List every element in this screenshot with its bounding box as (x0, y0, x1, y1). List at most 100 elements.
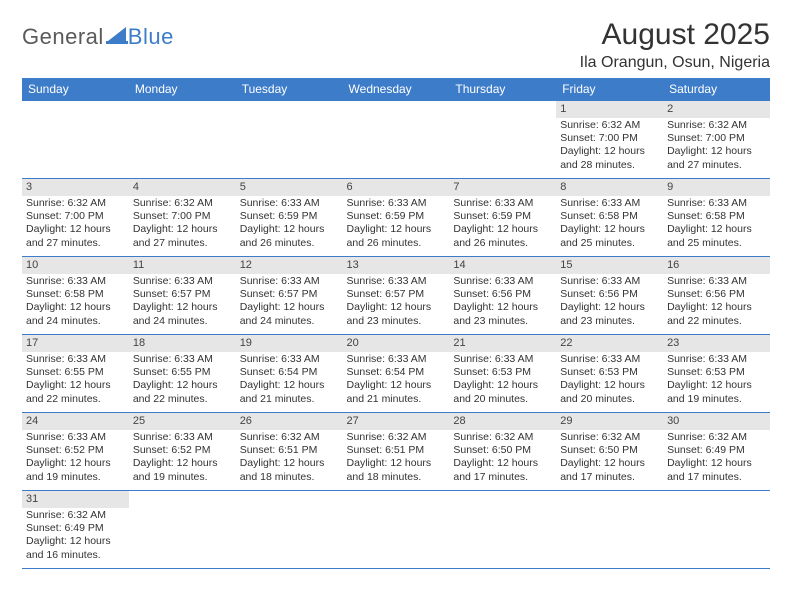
day-number: 7 (449, 179, 556, 196)
calendar-cell: 18Sunrise: 6:33 AMSunset: 6:55 PMDayligh… (129, 335, 236, 413)
calendar-cell: 20Sunrise: 6:33 AMSunset: 6:54 PMDayligh… (343, 335, 450, 413)
daylight-line: Daylight: 12 hours and 17 minutes. (453, 457, 552, 483)
sunrise-line: Sunrise: 6:33 AM (453, 275, 552, 288)
daylight-line: Daylight: 12 hours and 21 minutes. (347, 379, 446, 405)
sunset-label: Sunset: (560, 366, 596, 378)
calendar-cell: 19Sunrise: 6:33 AMSunset: 6:54 PMDayligh… (236, 335, 343, 413)
day-number: 23 (663, 335, 770, 352)
sunrise-value: 6:33 AM (174, 353, 213, 365)
day-number: 2 (663, 101, 770, 118)
calendar-week: 17Sunrise: 6:33 AMSunset: 6:55 PMDayligh… (22, 335, 770, 413)
sunrise-line: Sunrise: 6:32 AM (347, 431, 446, 444)
calendar-week: 10Sunrise: 6:33 AMSunset: 6:58 PMDayligh… (22, 257, 770, 335)
sunset-label: Sunset: (347, 288, 383, 300)
calendar-cell: 26Sunrise: 6:32 AMSunset: 6:51 PMDayligh… (236, 413, 343, 491)
sunset-line: Sunset: 6:55 PM (26, 366, 125, 379)
sunset-label: Sunset: (26, 288, 62, 300)
day-number: 3 (22, 179, 129, 196)
sunset-label: Sunset: (453, 288, 489, 300)
sunset-line: Sunset: 6:49 PM (667, 444, 766, 457)
calendar-cell (129, 491, 236, 569)
sunset-label: Sunset: (667, 366, 703, 378)
calendar-cell: 10Sunrise: 6:33 AMSunset: 6:58 PMDayligh… (22, 257, 129, 335)
sunset-value: 6:53 PM (599, 366, 638, 378)
sunrise-line: Sunrise: 6:32 AM (26, 197, 125, 210)
sunrise-value: 6:33 AM (602, 353, 641, 365)
sunset-value: 6:58 PM (599, 210, 638, 222)
sunset-value: 6:57 PM (278, 288, 317, 300)
day-number: 18 (129, 335, 236, 352)
calendar-cell: 25Sunrise: 6:33 AMSunset: 6:52 PMDayligh… (129, 413, 236, 491)
daylight-line: Daylight: 12 hours and 22 minutes. (26, 379, 125, 405)
sunset-value: 6:54 PM (385, 366, 424, 378)
sunrise-label: Sunrise: (453, 431, 492, 443)
sunset-value: 6:52 PM (171, 444, 210, 456)
sunrise-value: 6:32 AM (281, 431, 320, 443)
sunrise-label: Sunrise: (560, 275, 599, 287)
sunrise-line: Sunrise: 6:33 AM (133, 431, 232, 444)
calendar-week: 24Sunrise: 6:33 AMSunset: 6:52 PMDayligh… (22, 413, 770, 491)
sunrise-value: 6:32 AM (602, 431, 641, 443)
daylight-line: Daylight: 12 hours and 23 minutes. (347, 301, 446, 327)
sunset-line: Sunset: 6:51 PM (347, 444, 446, 457)
sunrise-value: 6:32 AM (388, 431, 427, 443)
logo-text-blue: Blue (128, 24, 174, 50)
daylight-label: Daylight: (26, 379, 67, 391)
sunrise-value: 6:33 AM (602, 197, 641, 209)
dayname-sunday: Sunday (22, 78, 129, 101)
sunset-label: Sunset: (26, 366, 62, 378)
day-details: Sunrise: 6:33 AMSunset: 6:55 PMDaylight:… (22, 352, 129, 408)
sunrise-value: 6:33 AM (174, 431, 213, 443)
daylight-line: Daylight: 12 hours and 19 minutes. (133, 457, 232, 483)
day-number: 30 (663, 413, 770, 430)
sunset-value: 6:55 PM (65, 366, 104, 378)
daylight-line: Daylight: 12 hours and 24 minutes. (133, 301, 232, 327)
calendar-cell: 7Sunrise: 6:33 AMSunset: 6:59 PMDaylight… (449, 179, 556, 257)
sunrise-value: 6:32 AM (602, 119, 641, 131)
sunrise-value: 6:33 AM (602, 275, 641, 287)
sunset-line: Sunset: 6:58 PM (26, 288, 125, 301)
calendar-cell: 31Sunrise: 6:32 AMSunset: 6:49 PMDayligh… (22, 491, 129, 569)
day-details: Sunrise: 6:32 AMSunset: 7:00 PMDaylight:… (129, 196, 236, 252)
sunrise-line: Sunrise: 6:32 AM (560, 119, 659, 132)
sunrise-line: Sunrise: 6:33 AM (240, 197, 339, 210)
calendar-cell: 5Sunrise: 6:33 AMSunset: 6:59 PMDaylight… (236, 179, 343, 257)
sunset-label: Sunset: (133, 288, 169, 300)
sunset-label: Sunset: (240, 444, 276, 456)
calendar-cell (556, 491, 663, 569)
sunset-line: Sunset: 7:00 PM (26, 210, 125, 223)
sunrise-line: Sunrise: 6:33 AM (240, 275, 339, 288)
logo-text-general: General (22, 24, 104, 50)
sunrise-value: 6:32 AM (67, 197, 106, 209)
day-number: 21 (449, 335, 556, 352)
sunset-value: 6:52 PM (65, 444, 104, 456)
day-number: 14 (449, 257, 556, 274)
day-details: Sunrise: 6:33 AMSunset: 6:57 PMDaylight:… (236, 274, 343, 330)
sunrise-label: Sunrise: (453, 197, 492, 209)
sunrise-label: Sunrise: (26, 431, 65, 443)
sunset-line: Sunset: 7:00 PM (667, 132, 766, 145)
sunset-label: Sunset: (347, 210, 383, 222)
sunrise-value: 6:32 AM (709, 119, 748, 131)
sunrise-label: Sunrise: (347, 197, 386, 209)
sunrise-label: Sunrise: (667, 431, 706, 443)
sunrise-value: 6:33 AM (495, 197, 534, 209)
calendar-cell: 3Sunrise: 6:32 AMSunset: 7:00 PMDaylight… (22, 179, 129, 257)
calendar-cell (663, 491, 770, 569)
sunrise-label: Sunrise: (667, 353, 706, 365)
calendar-cell: 30Sunrise: 6:32 AMSunset: 6:49 PMDayligh… (663, 413, 770, 491)
daylight-label: Daylight: (560, 223, 601, 235)
daylight-line: Daylight: 12 hours and 17 minutes. (667, 457, 766, 483)
sunrise-value: 6:33 AM (174, 275, 213, 287)
day-details: Sunrise: 6:32 AMSunset: 6:50 PMDaylight:… (449, 430, 556, 486)
sunset-label: Sunset: (453, 210, 489, 222)
day-number: 28 (449, 413, 556, 430)
sunrise-line: Sunrise: 6:33 AM (560, 197, 659, 210)
day-number: 26 (236, 413, 343, 430)
calendar-cell (449, 491, 556, 569)
day-number: 19 (236, 335, 343, 352)
sunset-label: Sunset: (667, 444, 703, 456)
daylight-line: Daylight: 12 hours and 27 minutes. (667, 145, 766, 171)
day-number: 12 (236, 257, 343, 274)
sunrise-line: Sunrise: 6:32 AM (560, 431, 659, 444)
